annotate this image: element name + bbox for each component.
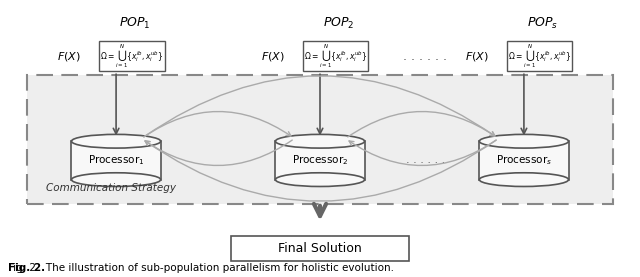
Ellipse shape [275,173,365,186]
FancyBboxPatch shape [27,75,613,204]
Text: Processor$_s$: Processor$_s$ [496,153,552,167]
Text: . . . . . .: . . . . . . [403,50,447,63]
Text: Final Solution: Final Solution [278,242,362,255]
Text: $\Omega=\bigcup_{i=1}^{N}\{x_i^{lb},x_i^{ub}\}$: $\Omega=\bigcup_{i=1}^{N}\{x_i^{lb},x_i^… [100,42,164,70]
Text: $POP_1$: $POP_1$ [120,16,151,31]
Text: Fig. 2.: Fig. 2. [8,263,45,273]
Text: Processor$_2$: Processor$_2$ [292,153,348,167]
Text: $\Omega=\bigcup_{i=1}^{N}\{x_i^{lb},x_i^{ub}\}$: $\Omega=\bigcup_{i=1}^{N}\{x_i^{lb},x_i^… [508,42,572,70]
FancyBboxPatch shape [275,141,365,179]
FancyBboxPatch shape [231,236,409,261]
Text: $POP_2$: $POP_2$ [323,16,355,31]
Text: $POP_s$: $POP_s$ [527,16,559,31]
Text: $F(X)$: $F(X)$ [261,50,285,63]
Ellipse shape [72,134,161,148]
Ellipse shape [479,134,568,148]
Ellipse shape [479,173,568,186]
Ellipse shape [275,134,365,148]
Text: $F(X)$: $F(X)$ [465,50,489,63]
Text: . . . . . .: . . . . . . [406,155,445,165]
Text: $F(X)$: $F(X)$ [57,50,81,63]
Ellipse shape [72,173,161,186]
Text: Communication Strategy: Communication Strategy [46,183,176,193]
FancyBboxPatch shape [479,141,568,179]
FancyBboxPatch shape [72,141,161,179]
Text: Fig. 2.  The illustration of sub-population parallelism for holistic evolution.: Fig. 2. The illustration of sub-populati… [8,263,394,273]
Text: $\Omega=\bigcup_{i=1}^{N}\{x_i^{lb},x_i^{ub}\}$: $\Omega=\bigcup_{i=1}^{N}\{x_i^{lb},x_i^… [304,42,367,70]
Text: Processor$_1$: Processor$_1$ [88,153,145,167]
